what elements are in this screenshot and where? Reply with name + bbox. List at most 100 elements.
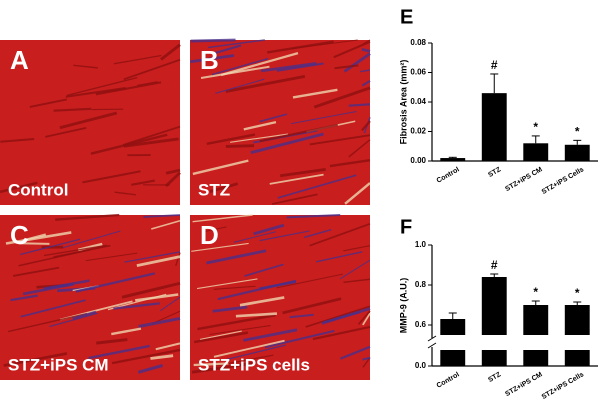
x-tick-label: STZ+iPS CM [504, 371, 544, 398]
fiber [348, 139, 371, 158]
fiber [225, 75, 306, 93]
fiber [343, 245, 371, 252]
panel-caption: Control [8, 180, 68, 199]
fiber [136, 255, 181, 268]
fiber [137, 364, 164, 374]
fiber [124, 251, 181, 263]
fiber [313, 86, 371, 109]
fiber [20, 299, 86, 318]
fiber [276, 273, 343, 289]
fiber [253, 223, 285, 236]
fiber [193, 362, 229, 367]
fiber [333, 40, 371, 59]
axis-break [427, 335, 437, 342]
fiber [316, 251, 363, 263]
micrographs: A Control B STZ C STZ+iPS CM D STZ+iPS cells [0, 38, 371, 380]
bar-stub [564, 350, 590, 366]
bar-stub [523, 350, 549, 366]
fiber [111, 327, 142, 336]
fiber [29, 98, 67, 108]
fiber [113, 302, 160, 310]
micrograph: B STZ [190, 38, 371, 205]
fiber [72, 310, 97, 320]
micrograph: D STZ+iPS cells [190, 214, 371, 380]
fiber [3, 352, 68, 367]
chart-letter: E [400, 6, 413, 28]
fiber [343, 52, 371, 73]
fiber [138, 316, 181, 328]
fiber [75, 272, 156, 293]
fiber [309, 134, 371, 146]
x-tick-label: STZ+iPS Cells [541, 166, 586, 196]
fiber [214, 44, 242, 55]
x-tick-label: STZ [487, 371, 503, 384]
fiber [191, 361, 253, 374]
y-tick-label: 1.0 [415, 240, 427, 249]
fiber [88, 344, 150, 360]
bar [564, 144, 590, 161]
y-tick-label: 0.8 [415, 280, 427, 289]
x-tick-label: Control [436, 166, 461, 185]
panel-letter: B [200, 45, 219, 75]
fiber [59, 111, 118, 130]
y-tick-label: 0.04 [410, 97, 426, 106]
fiber [309, 222, 371, 247]
fiber [259, 113, 288, 123]
fiber [362, 312, 371, 326]
fiber [209, 325, 271, 336]
fiber [239, 296, 285, 307]
bar [481, 93, 507, 161]
fiber [264, 329, 335, 349]
fiber [260, 62, 317, 73]
fiber [135, 293, 179, 302]
fiber [279, 168, 326, 178]
y-tick-label: 0.06 [410, 68, 426, 77]
fiber [192, 159, 249, 176]
fiber [82, 170, 141, 184]
fiber [96, 338, 128, 345]
panel-letter: C [10, 220, 29, 250]
fiber [343, 278, 371, 284]
fiber [212, 305, 248, 313]
fiber [361, 79, 371, 87]
fiber [271, 193, 318, 205]
fiber [292, 88, 338, 99]
bar [440, 158, 466, 161]
fiber [136, 81, 158, 87]
fiber [339, 345, 371, 360]
fiber [259, 280, 297, 290]
bar [481, 277, 507, 335]
fiber [143, 214, 181, 218]
fiber [361, 120, 371, 132]
fiber [220, 52, 299, 77]
y-tick-label: 0.0 [415, 361, 427, 370]
significance-mark: # [491, 258, 498, 272]
fiber [269, 173, 324, 185]
fiber [225, 144, 255, 148]
fiber [259, 123, 338, 143]
fiber [123, 137, 179, 148]
fiber [122, 125, 181, 146]
fiber [111, 348, 181, 365]
fiber [334, 64, 359, 70]
fiber [259, 230, 310, 242]
fiber [196, 278, 258, 290]
fiber [303, 228, 332, 239]
fiber [209, 182, 239, 193]
fiber [175, 252, 181, 266]
fiber [150, 354, 174, 360]
x-tick-label: Control [436, 371, 461, 390]
fiber [43, 244, 108, 257]
fiber [22, 233, 47, 242]
fiber [206, 133, 256, 146]
fiber [121, 281, 181, 299]
x-tick-label: STZ+iPS Cells [541, 371, 586, 401]
y-tick-label: 0.08 [410, 38, 426, 47]
fiber [344, 182, 371, 205]
panel-letter: D [200, 220, 219, 250]
fiber [10, 294, 38, 302]
fiber [244, 263, 284, 277]
fiber [286, 214, 341, 219]
fiber [0, 181, 38, 194]
